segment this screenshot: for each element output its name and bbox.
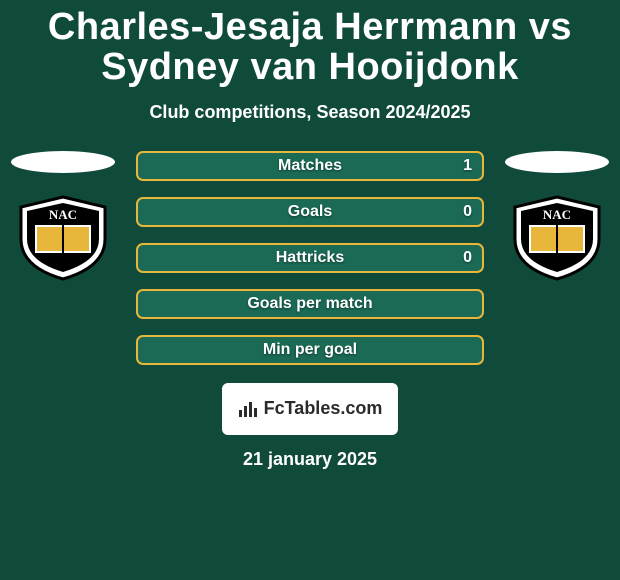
stat-row: Goals0 <box>136 197 484 227</box>
stat-label: Hattricks <box>138 249 482 267</box>
stat-row: Min per goal <box>136 335 484 365</box>
stat-row: Goals per match <box>136 289 484 319</box>
stat-value-right: 0 <box>463 203 472 221</box>
source-card: FcTables.com <box>222 383 398 435</box>
svg-text:NAC: NAC <box>49 207 77 222</box>
player-right-photo-placeholder <box>505 151 609 173</box>
stat-row: Hattricks0 <box>136 243 484 273</box>
stat-row: Matches1 <box>136 151 484 181</box>
club-badge-left: NAC <box>13 195 113 281</box>
stat-label: Goals <box>138 203 482 221</box>
subtitle: Club competitions, Season 2024/2025 <box>149 102 470 123</box>
player-right-slot: NAC <box>502 151 612 281</box>
player-left-slot: NAC <box>8 151 118 281</box>
nac-badge-icon: NAC <box>507 195 607 281</box>
stat-label: Min per goal <box>138 341 482 359</box>
stat-label: Goals per match <box>138 295 482 313</box>
stats-rows: Matches1Goals0Hattricks0Goals per matchM… <box>136 151 484 365</box>
bar-chart-icon <box>238 400 258 418</box>
nac-badge-icon: NAC <box>13 195 113 281</box>
stat-value-right: 0 <box>463 249 472 267</box>
stat-label: Matches <box>138 157 482 175</box>
source-label: FcTables.com <box>264 398 383 419</box>
comparison-body: NAC NAC <box>0 151 620 365</box>
comparison-card: Charles-Jesaja Herrmann vs Sydney van Ho… <box>0 0 620 580</box>
svg-text:NAC: NAC <box>543 207 571 222</box>
page-title: Charles-Jesaja Herrmann vs Sydney van Ho… <box>0 0 620 88</box>
club-badge-right: NAC <box>507 195 607 281</box>
stat-value-right: 1 <box>463 157 472 175</box>
generated-date: 21 january 2025 <box>243 449 377 470</box>
player-left-photo-placeholder <box>11 151 115 173</box>
